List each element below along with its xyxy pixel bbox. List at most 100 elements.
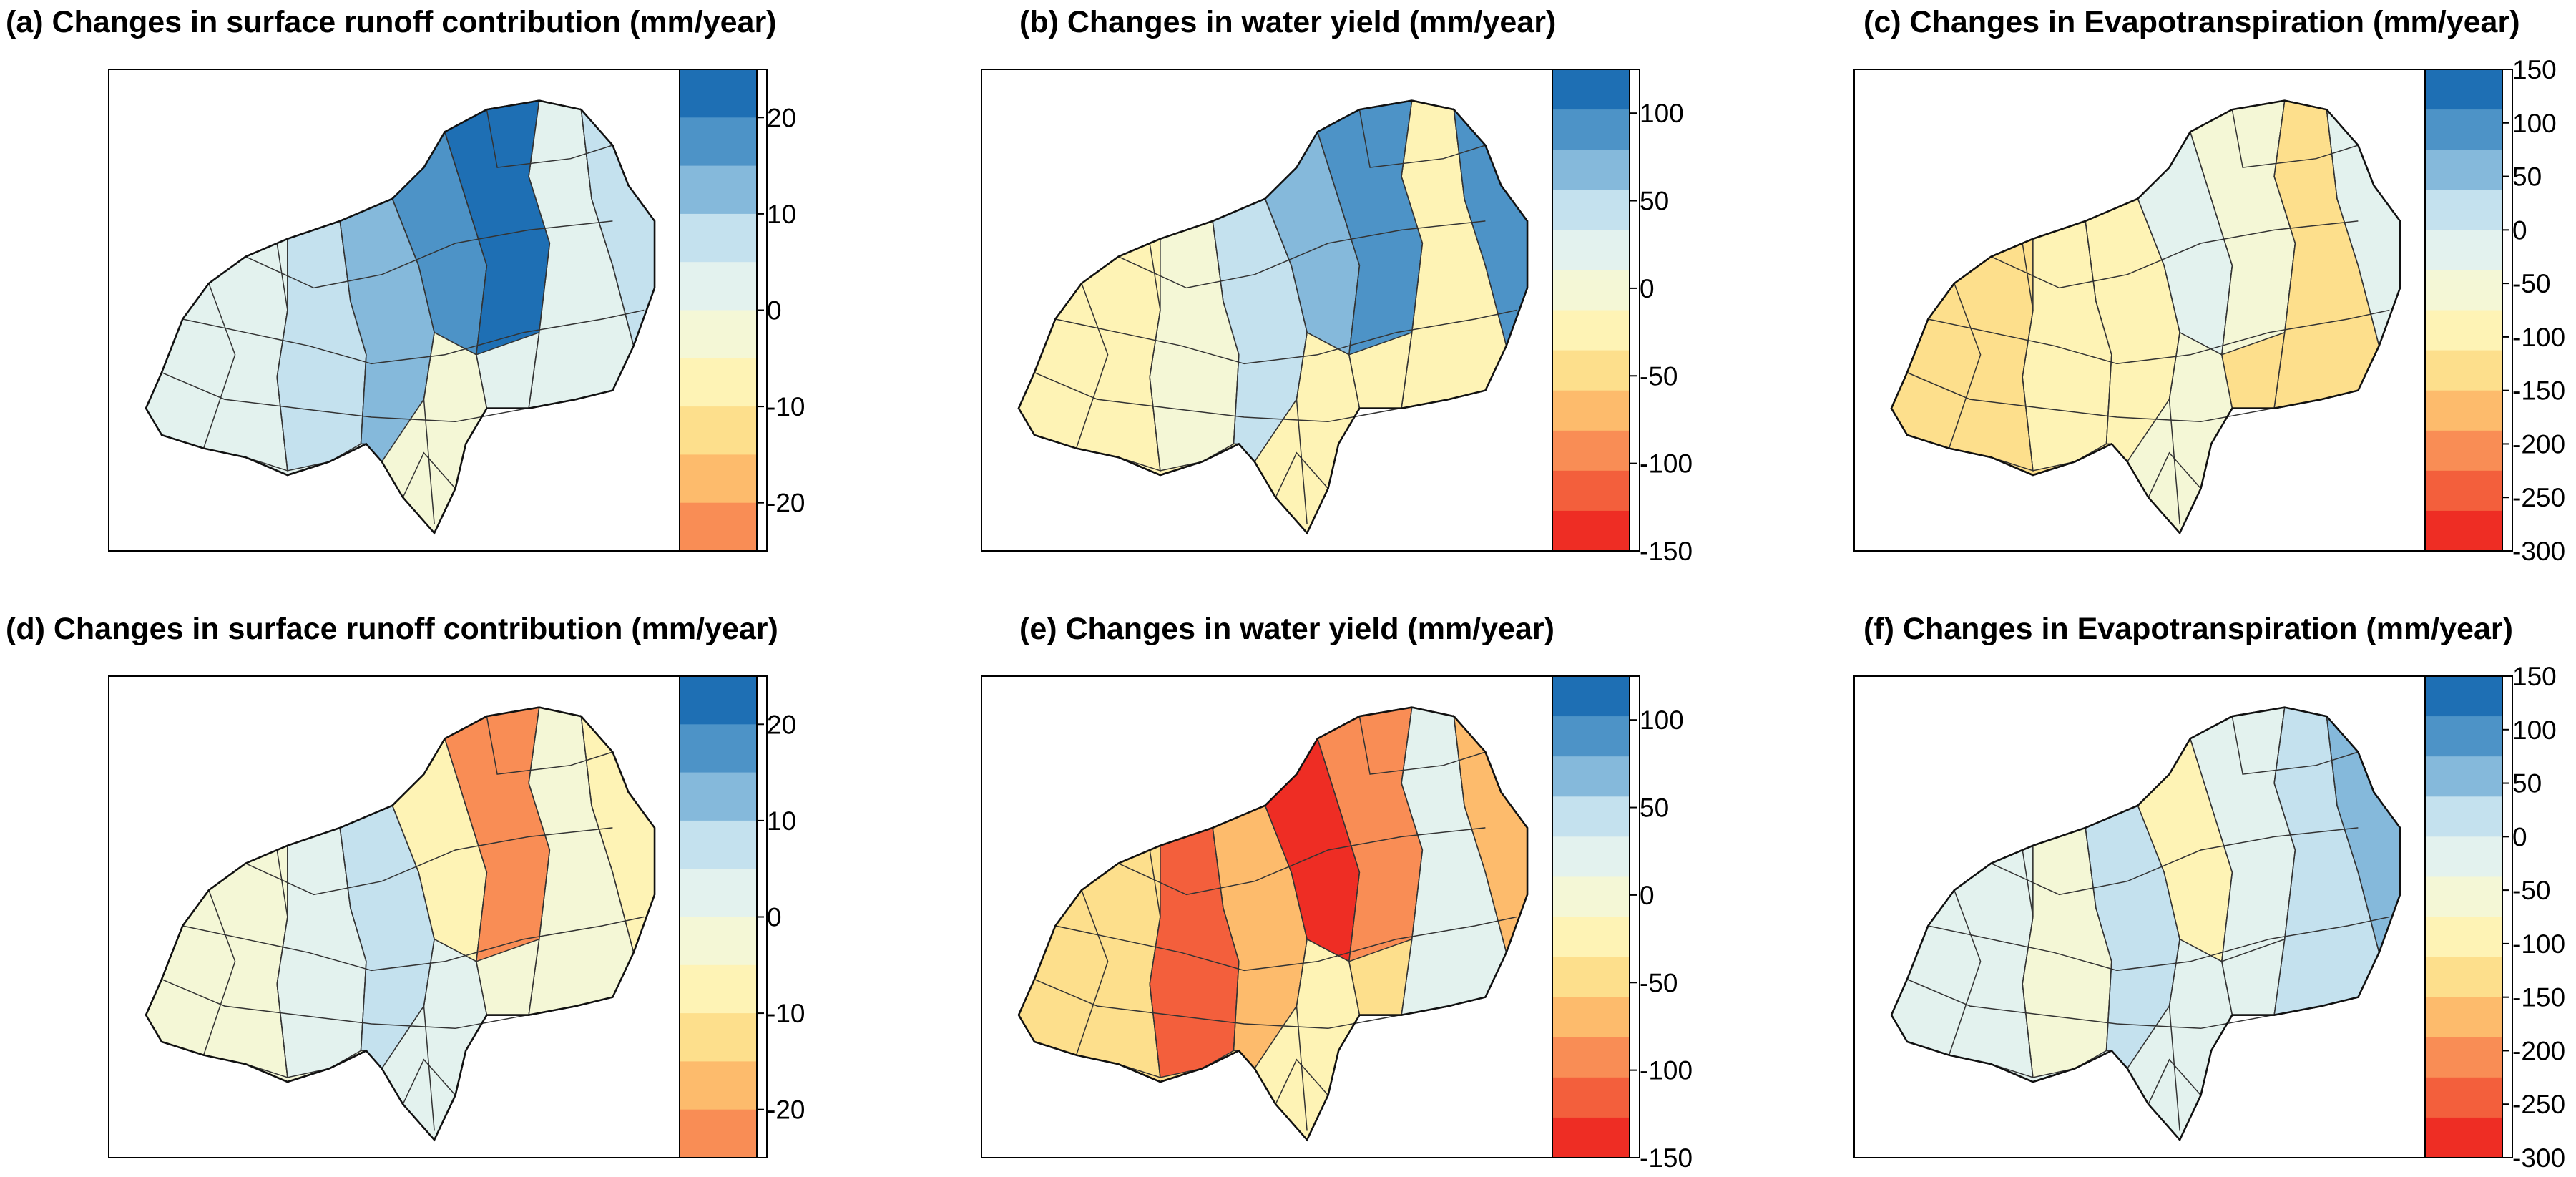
legend-swatch-e-9	[1552, 1037, 1630, 1078]
legend-tick-label-d-0: 20	[767, 710, 796, 739]
legend-swatch-d-8	[680, 1061, 757, 1110]
legend-swatch-e-8	[1552, 997, 1630, 1038]
subbasin-boundary-d-1	[276, 849, 288, 1078]
legend-swatch-a-8	[680, 454, 757, 504]
legend-tick-label-c-6: -150	[2512, 376, 2565, 406]
legend-swatch-e-4	[1552, 836, 1630, 877]
legend-tick-label-e-0: 100	[1640, 705, 1684, 735]
legend-swatch-d-7	[680, 1013, 757, 1062]
subbasin-boundary-b-7	[1075, 283, 1109, 449]
legend-swatch-b-5	[1552, 270, 1630, 311]
legend-swatch-e-1	[1552, 716, 1630, 757]
legend-swatch-f-4	[2425, 836, 2502, 877]
watershed-border-c	[1890, 99, 2401, 535]
subbasin-boundary-f-9	[1906, 979, 2322, 1030]
legend-tick-label-e-2: 0	[1640, 881, 1655, 910]
subbasin-boundary-c-11	[2231, 109, 2359, 168]
subbasin-boundary-e-4	[1317, 738, 1361, 1015]
legend-swatch-a-9	[680, 502, 757, 552]
panel-b-title: (b) Changes in water yield (mm/year)	[1019, 5, 1557, 39]
subbasin-boundary-e-10	[1275, 1058, 1329, 1105]
legend-tick-label-b-5: -150	[1640, 537, 1693, 566]
subbasin-boundary-a-0	[182, 309, 645, 365]
legend-swatch-f-5	[2425, 876, 2502, 918]
legend-tick-label-c-9: -300	[2512, 537, 2565, 566]
subbasin-boundary-f-3	[2137, 805, 2180, 1131]
subbasin-boundary-a-6	[580, 109, 635, 346]
subbasin-boundary-e-8	[1117, 827, 1486, 896]
legend-swatch-b-11	[1552, 510, 1630, 552]
legend-tick-label-c-2: 50	[2512, 162, 2542, 192]
legend-swatch-f-2	[2425, 756, 2502, 797]
legend-swatch-d-2	[680, 772, 757, 821]
legend-swatch-a-1	[680, 117, 757, 167]
subbasin-boundary-a-3	[391, 198, 435, 524]
legend-swatch-d-9	[680, 1109, 757, 1158]
subbasin-boundary-e-1	[1149, 849, 1161, 1078]
legend-swatch-b-2	[1552, 150, 1630, 190]
subbasin-boundary-b-3	[1264, 198, 1308, 524]
legend-swatch-a-2	[680, 165, 757, 215]
legend-tick-label-f-0: 150	[2512, 662, 2557, 691]
legend-tick-label-c-5: -100	[2512, 323, 2565, 352]
subbasin-boundary-d-9	[161, 979, 577, 1030]
subbasin-boundary-d-11	[486, 716, 613, 775]
panel-f: 150 100 50 0 -50 -100 -150 -200 -250 -300	[1853, 662, 2565, 1173]
subbasin-boundary-e-7	[1075, 889, 1109, 1055]
panel-c-title: (c) Changes in Evapotranspiration (mm/ye…	[1864, 5, 2520, 39]
legend-swatch-c-10	[2425, 470, 2502, 512]
legend-swatch-c-8	[2425, 390, 2502, 431]
subbasin-boundary-f-8	[1990, 827, 2359, 896]
legend-tick-label-f-5: -100	[2512, 929, 2565, 959]
subbasin-boundary-f-0	[1928, 916, 2390, 972]
legend-swatch-c-3	[2425, 190, 2502, 230]
legend-tick-label-d-2: 0	[767, 903, 782, 932]
subbasin-boundary-e-5	[1401, 707, 1424, 1015]
legend-swatch-c-4	[2425, 230, 2502, 270]
legend-tick-label-a-2: 0	[767, 296, 782, 326]
legend-tick-label-f-4: -50	[2512, 876, 2550, 905]
subbasin-boundary-e-9	[1034, 979, 1449, 1030]
legend-tick-label-c-4: -50	[2512, 269, 2550, 298]
subbasin-boundary-d-5	[528, 707, 551, 1015]
legend-swatch-f-9	[2425, 1037, 2502, 1078]
panel-b: 100 50 0 -50 -100 -150	[981, 69, 1693, 566]
legend-swatch-c-2	[2425, 150, 2502, 190]
legend-tick-label-e-3: -50	[1640, 968, 1678, 997]
legend-swatch-b-6	[1552, 310, 1630, 351]
legend-tick-label-a-3: -10	[767, 392, 805, 421]
legend-frame-b	[1552, 69, 1630, 552]
legend-swatch-f-0	[2425, 676, 2502, 717]
legend-swatch-e-11	[1552, 1117, 1630, 1158]
legend-swatch-c-6	[2425, 310, 2502, 351]
subbasin-boundary-b-11	[1358, 109, 1486, 168]
subbasin-boundary-b-0	[1055, 309, 1517, 365]
legend-swatch-d-5	[680, 917, 757, 966]
subbasin-boundary-a-4	[444, 132, 488, 409]
legend-tick-label-e-5: -150	[1640, 1143, 1693, 1173]
subbasin-boundary-b-4	[1317, 132, 1361, 409]
subbasin-boundary-d-3	[391, 805, 435, 1131]
subbasin-boundary-f-10	[2148, 1058, 2202, 1105]
legend-tick-label-d-1: 10	[767, 806, 796, 836]
legend-swatch-f-3	[2425, 796, 2502, 837]
legend-swatch-f-11	[2425, 1117, 2502, 1158]
legend-swatch-a-0	[680, 69, 757, 118]
subbasin-boundary-d-0	[182, 916, 645, 972]
legend-tick-label-f-2: 50	[2512, 769, 2542, 798]
subbasin-boundary-c-0	[1928, 309, 2390, 365]
legend-swatch-d-3	[680, 820, 757, 869]
legend-frame-c	[2424, 69, 2503, 552]
subbasin-boundary-a-2	[339, 220, 367, 444]
legend-swatch-b-3	[1552, 190, 1630, 230]
legend-swatch-a-3	[680, 213, 757, 263]
legend-swatch-d-6	[680, 964, 757, 1014]
legend-tick-label-c-7: -200	[2512, 429, 2565, 459]
legend-swatch-e-10	[1552, 1077, 1630, 1118]
subbasin-boundary-b-9	[1034, 372, 1449, 423]
subbasin-boundary-f-4	[2190, 738, 2233, 1015]
subbasin-boundary-b-2	[1212, 220, 1240, 444]
legend-swatch-d-1	[680, 724, 757, 773]
subbasin-boundary-d-4	[444, 738, 488, 1015]
legend-swatch-f-7	[2425, 957, 2502, 998]
